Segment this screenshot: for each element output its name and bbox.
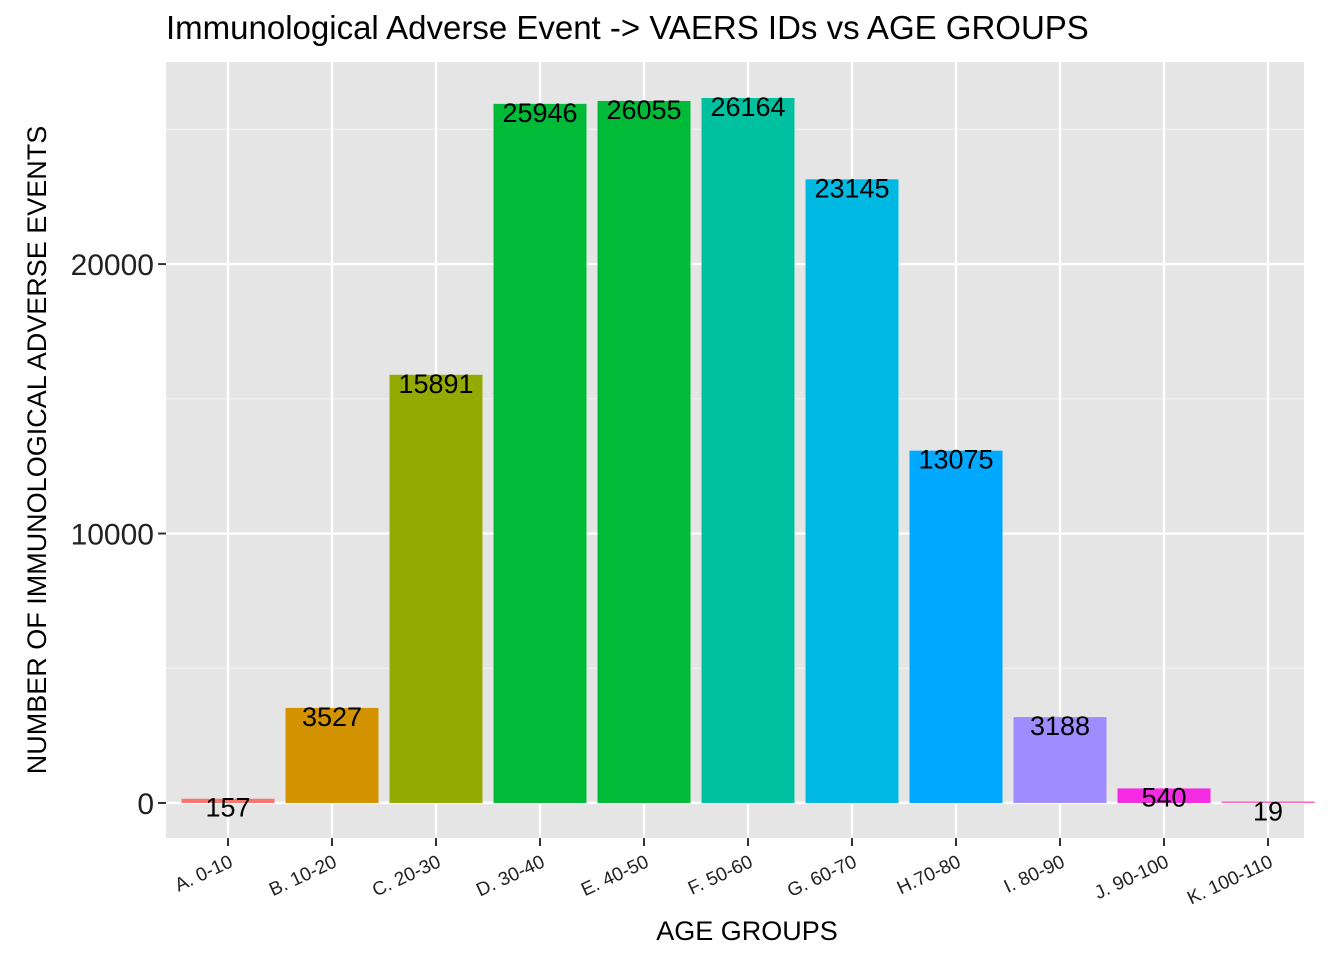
data-label: 157 bbox=[205, 793, 250, 823]
bar bbox=[285, 707, 379, 803]
x-tick-label: F. 50-60 bbox=[685, 851, 756, 899]
bar bbox=[1221, 801, 1315, 803]
data-label: 3188 bbox=[1030, 711, 1090, 741]
x-tick-label: D. 30-40 bbox=[473, 851, 548, 901]
bar bbox=[181, 798, 275, 803]
bar bbox=[1013, 717, 1107, 803]
y-tick-label: 20000 bbox=[71, 249, 154, 282]
x-tick-label: J. 90-100 bbox=[1091, 851, 1172, 904]
bar bbox=[909, 450, 1003, 803]
x-tick-label: C. 20-30 bbox=[369, 851, 444, 901]
data-labels: 157 3527 15891 25946 26055 26164 23145 13075 318… bbox=[205, 92, 1283, 826]
x-tick-label: E. 40-50 bbox=[578, 851, 652, 900]
x-tick-label: A. 0-10 bbox=[172, 851, 236, 896]
x-tick-label: K. 100-110 bbox=[1184, 851, 1276, 909]
bar bbox=[597, 100, 691, 803]
bar bbox=[493, 103, 587, 803]
y-axis: 0 10000 20000 bbox=[71, 249, 166, 821]
y-axis-title: NUMBER OF IMMUNOLOGICAL ADVERSE EVENTS bbox=[22, 126, 52, 775]
bar bbox=[701, 97, 795, 803]
x-axis-title: AGE GROUPS bbox=[656, 916, 838, 946]
x-tick-label: G. 60-70 bbox=[784, 851, 860, 901]
x-tick-label: I. 80-90 bbox=[1001, 851, 1068, 897]
data-label: 26055 bbox=[606, 95, 681, 125]
x-tick-label: H.70-80 bbox=[894, 851, 964, 899]
chart-title: Immunological Adverse Event -> VAERS IDs… bbox=[166, 9, 1089, 46]
data-label: 3527 bbox=[302, 702, 362, 732]
bar bbox=[389, 374, 483, 803]
data-label: 13075 bbox=[918, 445, 993, 475]
data-label: 540 bbox=[1141, 782, 1186, 812]
y-tick-label: 0 bbox=[137, 788, 154, 821]
x-tick-label: B. 10-20 bbox=[266, 851, 340, 900]
bar bbox=[1117, 788, 1211, 803]
bars bbox=[181, 97, 1315, 803]
data-label: 23145 bbox=[814, 173, 889, 203]
bar bbox=[805, 179, 899, 803]
x-axis: A. 0-10 B. 10-20 C. 20-30 D. 30-40 E. 40-50 F… bbox=[172, 838, 1276, 909]
data-label: 25946 bbox=[502, 98, 577, 128]
data-label: 15891 bbox=[398, 369, 473, 399]
y-tick-label: 10000 bbox=[71, 519, 154, 552]
data-label: 19 bbox=[1253, 796, 1283, 826]
data-label: 26164 bbox=[710, 92, 785, 122]
